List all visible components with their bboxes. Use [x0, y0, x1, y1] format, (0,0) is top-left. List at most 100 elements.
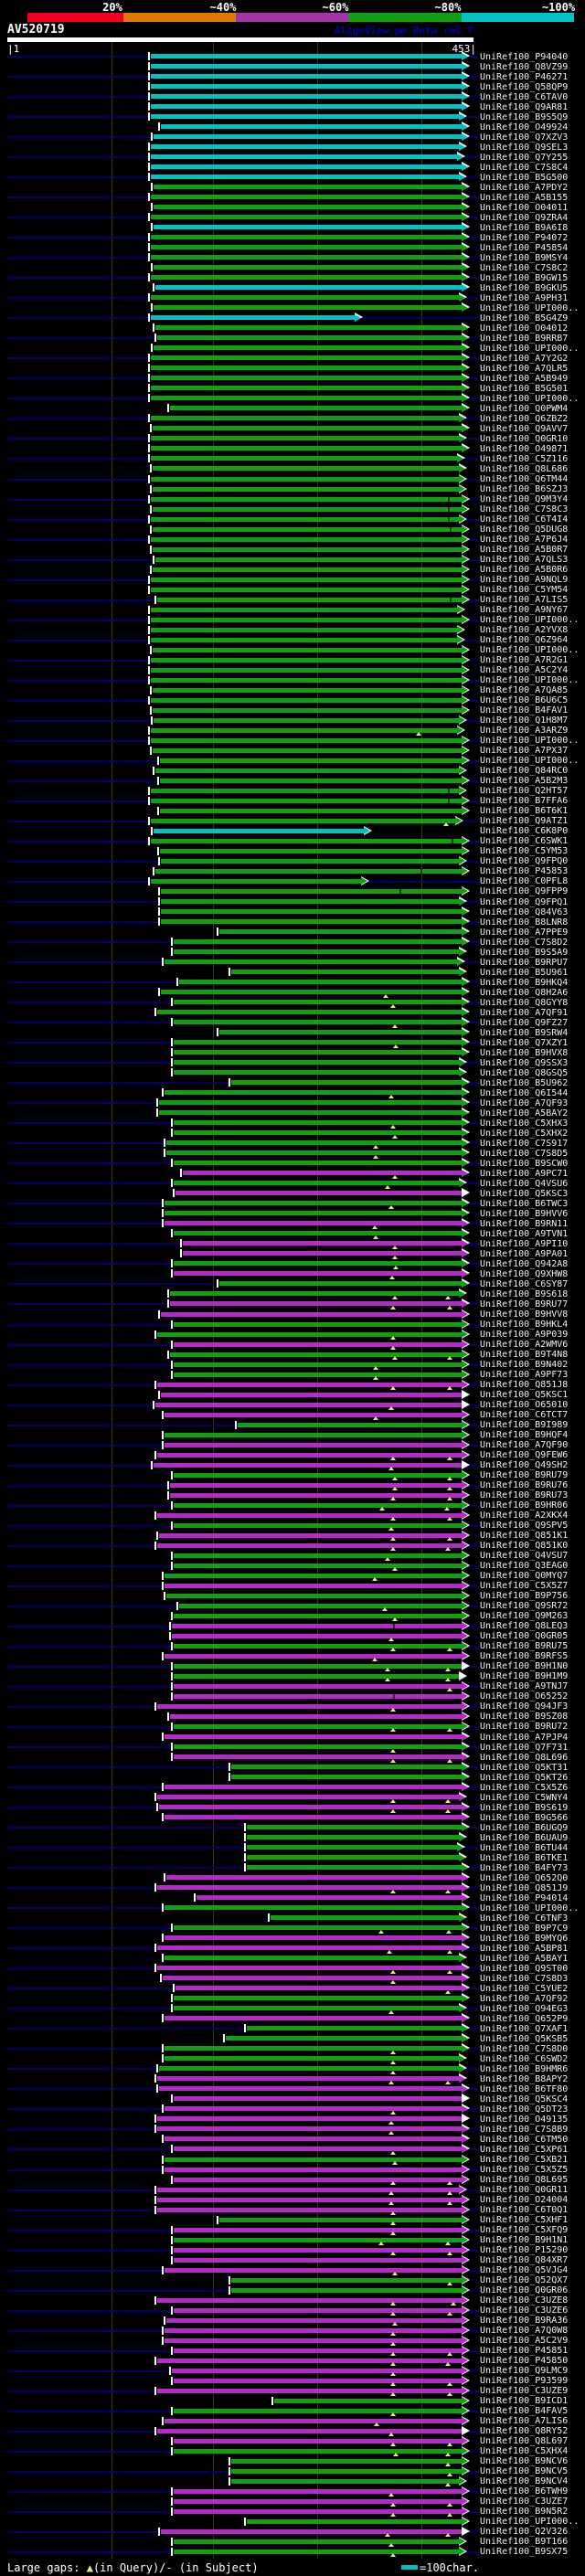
- subject-label[interactable]: UniRef100_B9HKQ4: [480, 977, 569, 988]
- hit-bar[interactable]: [174, 2177, 462, 2182]
- hit-bar[interactable]: [174, 1673, 459, 1679]
- subject-label[interactable]: UniRef100_Q8GSQ5: [480, 1067, 569, 1078]
- subject-label[interactable]: UniRef100_B6TF80: [480, 2083, 569, 2094]
- subject-label[interactable]: UniRef100_Q0GR11: [480, 2185, 569, 2196]
- hit-bar[interactable]: [151, 396, 462, 401]
- subject-label[interactable]: UniRef100_Q8H2A6: [480, 987, 569, 998]
- hit-bar[interactable]: [174, 2307, 462, 2313]
- subject-label[interactable]: UniRef100_Q0GR05: [480, 1631, 569, 1642]
- hit-bar[interactable]: [174, 1181, 459, 1186]
- subject-label[interactable]: UniRef100_P45854: [480, 242, 569, 253]
- subject-label[interactable]: UniRef100_A7PJP4: [480, 1732, 569, 1743]
- subject-label[interactable]: UniRef100_B9SZ08: [480, 1712, 569, 1723]
- subject-label[interactable]: UniRef100_Q4VSU6: [480, 1178, 569, 1189]
- subject-label[interactable]: UniRef100_B9HMR6: [480, 2063, 569, 2074]
- hit-bar[interactable]: [160, 808, 462, 813]
- subject-label[interactable]: UniRef100_P94040: [480, 51, 569, 62]
- hit-bar[interactable]: [151, 255, 462, 260]
- subject-label[interactable]: UniRef100_Q9SEL3: [480, 142, 569, 153]
- hit-bar[interactable]: [151, 788, 459, 793]
- subject-label[interactable]: UniRef100_C5YM54: [480, 585, 569, 596]
- hit-bar[interactable]: [153, 486, 459, 492]
- subject-label[interactable]: UniRef100_B9P756: [480, 1591, 569, 1602]
- hit-bar[interactable]: [274, 2398, 462, 2403]
- subject-label[interactable]: UniRef100_C6T4I4: [480, 514, 569, 525]
- subject-label[interactable]: UniRef100_B9MSY4: [480, 252, 569, 263]
- hit-bar[interactable]: [165, 2267, 462, 2273]
- hit-bar[interactable]: [151, 416, 459, 421]
- subject-label[interactable]: UniRef100_Q6ZBZ2: [480, 413, 569, 424]
- subject-label[interactable]: UniRef100_A7PDY2: [480, 182, 569, 193]
- subject-label[interactable]: UniRef100_Q9ATZ1: [480, 816, 569, 827]
- hit-bar[interactable]: [157, 1512, 462, 1518]
- hit-bar[interactable]: [157, 1885, 462, 1891]
- subject-label[interactable]: UniRef100_C7S8C3: [480, 504, 569, 515]
- subject-label[interactable]: UniRef100_Q652Q0: [480, 1872, 569, 1883]
- subject-label[interactable]: UniRef100_A2YVX8: [480, 625, 569, 636]
- subject-label[interactable]: UniRef100_B9RPU7: [480, 957, 569, 968]
- hit-bar[interactable]: [174, 2237, 462, 2242]
- hit-bar[interactable]: [151, 587, 462, 592]
- hit-bar[interactable]: [231, 1765, 462, 1770]
- subject-label[interactable]: UniRef100_Q9FPP9: [480, 886, 569, 897]
- subject-label[interactable]: UniRef100_A9TVN1: [480, 1228, 569, 1239]
- hit-bar[interactable]: [231, 2458, 462, 2464]
- hit-bar[interactable]: [151, 436, 459, 441]
- subject-label[interactable]: UniRef100_Q5KSC4: [480, 2094, 569, 2104]
- hit-bar[interactable]: [157, 2187, 459, 2192]
- hit-bar[interactable]: [174, 1050, 462, 1055]
- subject-label[interactable]: UniRef100_B6SZJ3: [480, 484, 569, 495]
- subject-label[interactable]: UniRef100_C6TNF3: [480, 1913, 569, 1924]
- hit-bar[interactable]: [151, 798, 462, 803]
- hit-bar[interactable]: [183, 1251, 462, 1256]
- hit-bar[interactable]: [151, 376, 462, 381]
- subject-label[interactable]: UniRef100_C7S8D0: [480, 2043, 569, 2054]
- subject-label[interactable]: UniRef100_B9S5A9: [480, 947, 569, 958]
- subject-label[interactable]: UniRef100_B9I989: [480, 1420, 569, 1431]
- hit-bar[interactable]: [157, 1795, 459, 1800]
- subject-label[interactable]: UniRef100_C7S8C2: [480, 262, 569, 273]
- hit-bar[interactable]: [155, 868, 462, 874]
- hit-bar[interactable]: [159, 1532, 462, 1538]
- hit-bar[interactable]: [154, 134, 462, 140]
- hit-bar[interactable]: [151, 727, 457, 733]
- subject-label[interactable]: UniRef100_Q0MYQ7: [480, 1571, 569, 1582]
- hit-bar[interactable]: [151, 496, 462, 502]
- subject-label[interactable]: UniRef100_B9GKU5: [480, 282, 569, 293]
- subject-label[interactable]: UniRef100_Q5KSB5: [480, 2033, 569, 2044]
- hit-bar[interactable]: [151, 195, 462, 200]
- hit-bar[interactable]: [231, 1775, 462, 1780]
- hit-bar[interactable]: [174, 2096, 462, 2102]
- subject-label[interactable]: UniRef100_C3UZE8: [480, 2295, 569, 2306]
- subject-label[interactable]: UniRef100_Q8RY52: [480, 2426, 569, 2437]
- subject-label[interactable]: UniRef100_C6SWK1: [480, 836, 569, 847]
- hit-bar[interactable]: [165, 2337, 462, 2343]
- hit-bar[interactable]: [219, 929, 462, 935]
- hit-bar[interactable]: [157, 2358, 462, 2363]
- hit-bar[interactable]: [151, 74, 462, 80]
- subject-label[interactable]: UniRef100_A5B0R7: [480, 545, 569, 556]
- subject-label[interactable]: UniRef100_C6TAV0: [480, 91, 569, 102]
- subject-label[interactable]: UniRef100_B9N402: [480, 1360, 569, 1371]
- subject-label[interactable]: UniRef100_C7S8D5: [480, 1148, 569, 1159]
- subject-label[interactable]: UniRef100_B6UAU9: [480, 1832, 569, 1843]
- subject-label[interactable]: UniRef100_B9H1N1: [480, 2235, 569, 2246]
- subject-label[interactable]: UniRef100_B6U6C5: [480, 695, 569, 706]
- subject-label[interactable]: UniRef100_C6SY87: [480, 1278, 569, 1289]
- subject-label[interactable]: UniRef100_Q9SR72: [480, 1601, 569, 1612]
- subject-label[interactable]: UniRef100_Q0GR10: [480, 433, 569, 444]
- hit-bar[interactable]: [151, 64, 462, 69]
- subject-label[interactable]: UniRef100_Q7XZY1: [480, 1037, 569, 1048]
- subject-label[interactable]: UniRef100_A7P6J4: [480, 535, 569, 546]
- subject-label[interactable]: UniRef100_Q5VJG4: [480, 2265, 569, 2276]
- hit-bar[interactable]: [183, 1171, 462, 1176]
- hit-bar[interactable]: [165, 1221, 462, 1226]
- hit-bar[interactable]: [153, 647, 462, 652]
- hit-bar[interactable]: [151, 245, 462, 250]
- subject-label[interactable]: UniRef100_C5Z116: [480, 453, 569, 464]
- subject-label[interactable]: UniRef100_C6TCT7: [480, 1410, 569, 1421]
- subject-label[interactable]: UniRef100_B9NCV4: [480, 2476, 569, 2487]
- subject-label[interactable]: UniRef100_Q7Y255: [480, 152, 569, 163]
- subject-label[interactable]: UniRef100_Q58QP9: [480, 81, 569, 92]
- subject-label[interactable]: UniRef100_Q5DT23: [480, 2104, 569, 2115]
